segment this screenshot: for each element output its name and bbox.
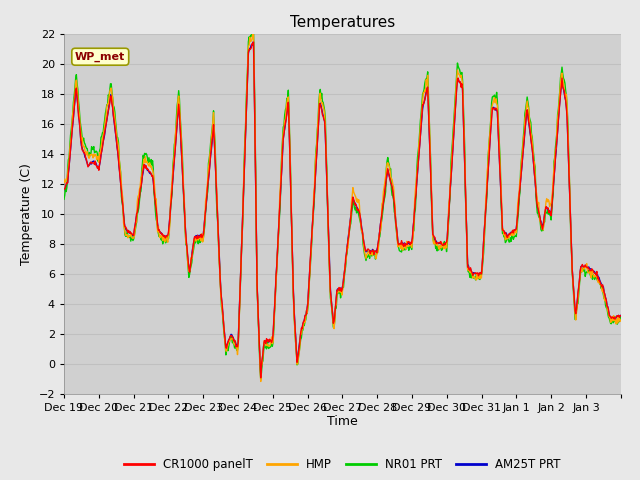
X-axis label: Time: Time [327, 415, 358, 429]
Title: Temperatures: Temperatures [290, 15, 395, 30]
Legend: CR1000 panelT, HMP, NR01 PRT, AM25T PRT: CR1000 panelT, HMP, NR01 PRT, AM25T PRT [120, 454, 565, 476]
Text: WP_met: WP_met [75, 51, 125, 62]
Y-axis label: Temperature (C): Temperature (C) [20, 163, 33, 264]
